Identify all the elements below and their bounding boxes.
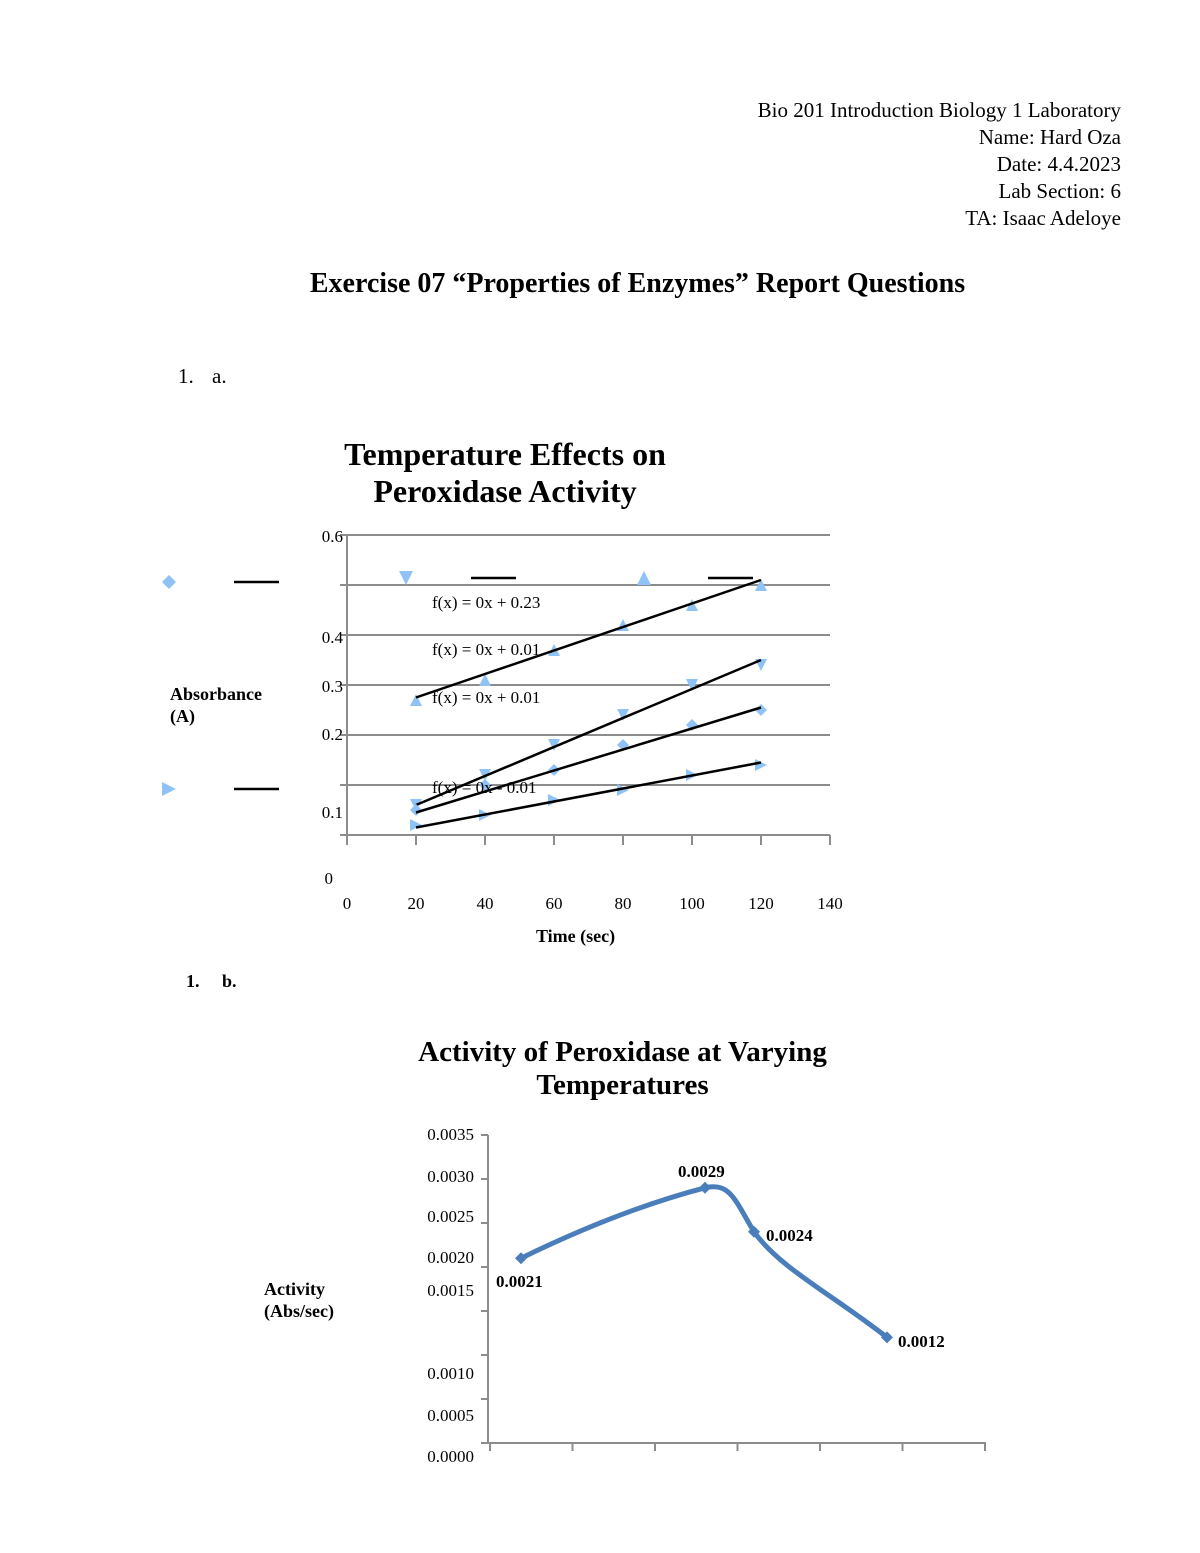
triangle-right-marker <box>617 784 629 796</box>
triangle-down-marker <box>686 679 698 691</box>
diamond-marker <box>515 1252 527 1265</box>
diamond-marker <box>162 575 176 589</box>
x-tick-label: 80 <box>615 894 632 913</box>
trendline <box>415 761 762 829</box>
question-number: 1. <box>186 971 200 991</box>
data-label: 0.0021 <box>496 1272 543 1291</box>
y-tick-label: 0.4 <box>322 628 344 647</box>
y-tick-label: 0.0015 <box>427 1281 474 1300</box>
ta-name: TA: Isaac Adeloye <box>965 206 1121 230</box>
y-tick-label: 0.2 <box>322 725 343 744</box>
diamond-marker <box>410 804 422 816</box>
question-letter: b. <box>222 971 237 991</box>
triangle-right-marker <box>410 819 422 831</box>
chart1-title: Temperature Effects on Peroxidase Activi… <box>344 436 666 509</box>
triangle-up-marker <box>479 674 491 686</box>
diamond-marker <box>881 1331 893 1344</box>
trendline <box>415 578 762 699</box>
question-number: 1. <box>178 364 194 388</box>
diamond-marker <box>748 1225 760 1238</box>
triangle-up-marker <box>410 694 422 706</box>
triangle-up-marker <box>686 599 698 611</box>
x-tick-label: 60 <box>546 894 563 913</box>
y-tick-label: 0.0030 <box>427 1167 474 1186</box>
trend-equation: f(x) = 0x + 0.23 <box>432 593 540 612</box>
trendline <box>415 706 762 814</box>
data-label: 0.0012 <box>898 1332 945 1351</box>
student-name: Name: Hard Oza <box>978 125 1121 149</box>
triangle-down-marker <box>548 739 560 751</box>
triangle-up-marker <box>755 579 767 591</box>
series-line <box>518 1184 890 1340</box>
y-tick-label: 0.0025 <box>427 1207 474 1226</box>
date: Date: 4.4.2023 <box>996 152 1121 176</box>
x-tick-label: 40 <box>477 894 494 913</box>
chart1-ylabel: Absorbance (A) <box>170 684 263 726</box>
chart2-title: Activity of Peroxidase at Varying Temper… <box>418 1036 827 1102</box>
chart1-xlabel: Time (sec) <box>536 926 616 946</box>
trend-equation: f(x) = 0x - 0.01 <box>432 778 536 797</box>
y-tick-label: 0 <box>325 869 334 888</box>
trend-equation: f(x) = 0x + 0.01 <box>432 640 540 659</box>
x-tick-label: 0 <box>343 894 352 913</box>
data-label: 0.0029 <box>678 1162 725 1181</box>
lab-section: Lab Section: 6 <box>998 179 1121 203</box>
trendline <box>415 658 762 807</box>
y-tick-label: 0.0010 <box>427 1364 474 1383</box>
triangle-down-marker <box>399 571 413 585</box>
y-tick-label: 0.0000 <box>427 1447 474 1466</box>
question-letter: a. <box>212 364 227 388</box>
data-label: 0.0024 <box>766 1226 813 1245</box>
x-tick-label: 140 <box>817 894 843 913</box>
y-tick-label: 0.0005 <box>427 1406 474 1425</box>
y-tick-label: 0.1 <box>322 803 343 822</box>
x-tick-label: 20 <box>408 894 425 913</box>
triangle-down-marker <box>617 709 629 721</box>
trend-equation: f(x) = 0x + 0.01 <box>432 688 540 707</box>
diamond-marker <box>699 1181 711 1194</box>
course-line: Bio 201 Introduction Biology 1 Laborator… <box>757 98 1121 122</box>
y-tick-label: 0.0035 <box>427 1125 474 1144</box>
triangle-up-marker <box>637 571 651 585</box>
diamond-marker <box>479 779 491 791</box>
chart2-ylabel: Activity (Abs/sec) <box>264 1279 334 1321</box>
triangle-right-marker <box>162 782 176 796</box>
x-tick-label: 100 <box>679 894 705 913</box>
page-title: Exercise 07 “Properties of Enzymes” Repo… <box>309 268 966 299</box>
diamond-marker <box>755 704 767 716</box>
y-tick-label: 0.6 <box>322 527 343 546</box>
y-tick-label: 0.3 <box>322 677 343 696</box>
y-tick-label: 0.0020 <box>427 1248 474 1267</box>
x-tick-label: 120 <box>748 894 774 913</box>
